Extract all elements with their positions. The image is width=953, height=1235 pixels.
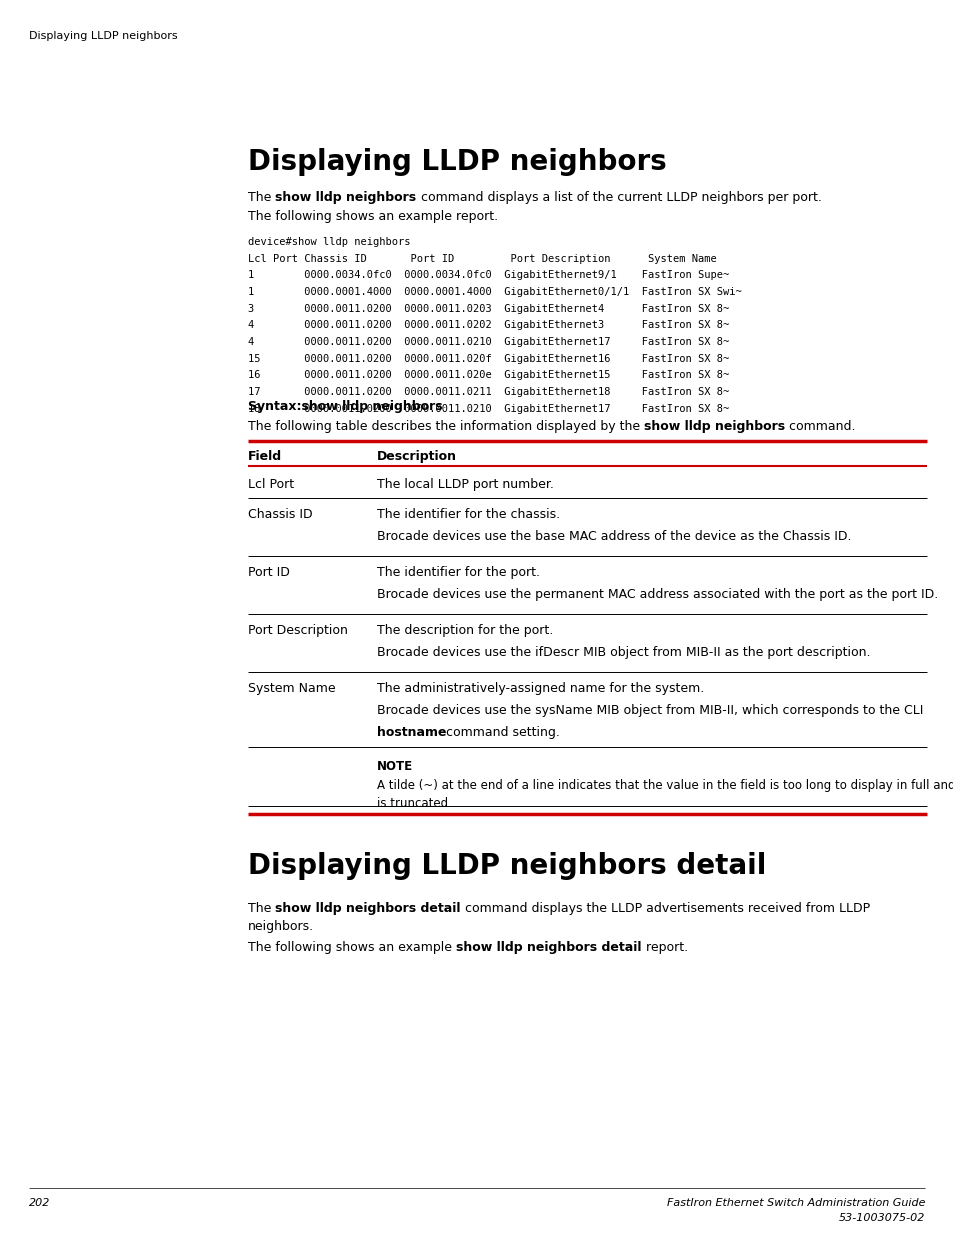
Text: Syntax:show lldp neighbors: Syntax:show lldp neighbors — [248, 400, 442, 414]
Text: 3        0000.0011.0200  0000.0011.0203  GigabitEthernet4      FastIron SX 8~: 3 0000.0011.0200 0000.0011.0203 GigabitE… — [248, 304, 728, 314]
Text: 1        0000.0034.0fc0  0000.0034.0fc0  GigabitEthernet9/1    FastIron Supe~: 1 0000.0034.0fc0 0000.0034.0fc0 GigabitE… — [248, 270, 728, 280]
Text: command displays a list of the current LLDP neighbors per port.: command displays a list of the current L… — [416, 191, 821, 205]
Text: Port ID: Port ID — [248, 566, 290, 579]
Text: Field: Field — [248, 450, 282, 463]
Text: report.: report. — [640, 941, 687, 955]
Text: 18       0000.0011.0200  0000.0011.0210  GigabitEthernet17     FastIron SX 8~: 18 0000.0011.0200 0000.0011.0210 Gigabit… — [248, 404, 728, 414]
Text: FastIron Ethernet Switch Administration Guide: FastIron Ethernet Switch Administration … — [666, 1198, 924, 1208]
Text: command.: command. — [784, 420, 855, 433]
Text: is truncated.: is truncated. — [376, 797, 451, 810]
Text: Brocade devices use the ifDescr MIB object from MIB-II as the port description.: Brocade devices use the ifDescr MIB obje… — [376, 646, 869, 659]
Text: The local LLDP port number.: The local LLDP port number. — [376, 478, 553, 492]
Text: NOTE: NOTE — [376, 760, 413, 773]
Text: Displaying LLDP neighbors detail: Displaying LLDP neighbors detail — [248, 852, 765, 881]
Text: Brocade devices use the base MAC address of the device as the Chassis ID.: Brocade devices use the base MAC address… — [376, 530, 850, 543]
Text: show lldp neighbors: show lldp neighbors — [643, 420, 784, 433]
Text: 53-1003075-02: 53-1003075-02 — [838, 1213, 924, 1223]
Text: The administratively-assigned name for the system.: The administratively-assigned name for t… — [376, 682, 703, 695]
Text: The: The — [248, 902, 275, 915]
Text: 4        0000.0011.0200  0000.0011.0210  GigabitEthernet17     FastIron SX 8~: 4 0000.0011.0200 0000.0011.0210 GigabitE… — [248, 337, 728, 347]
Text: The following shows an example: The following shows an example — [248, 941, 456, 955]
Text: Brocade devices use the sysName MIB object from MIB-II, which corresponds to the: Brocade devices use the sysName MIB obje… — [376, 704, 923, 718]
Text: neighbors.: neighbors. — [248, 920, 314, 934]
Text: 4        0000.0011.0200  0000.0011.0202  GigabitEthernet3      FastIron SX 8~: 4 0000.0011.0200 0000.0011.0202 GigabitE… — [248, 320, 728, 331]
Text: 202: 202 — [29, 1198, 50, 1208]
Text: Displaying LLDP neighbors: Displaying LLDP neighbors — [248, 148, 666, 177]
Text: The following shows an example report.: The following shows an example report. — [248, 210, 497, 224]
Text: hostname: hostname — [376, 726, 446, 740]
Text: command setting.: command setting. — [441, 726, 559, 740]
Text: Chassis ID: Chassis ID — [248, 508, 313, 521]
Text: The identifier for the chassis.: The identifier for the chassis. — [376, 508, 559, 521]
Text: Lcl Port Chassis ID       Port ID         Port Description      System Name: Lcl Port Chassis ID Port ID Port Descrip… — [248, 253, 716, 264]
Text: show lldp neighbors: show lldp neighbors — [275, 191, 416, 205]
Text: System Name: System Name — [248, 682, 335, 695]
Text: device#show lldp neighbors: device#show lldp neighbors — [248, 237, 410, 247]
Text: 16       0000.0011.0200  0000.0011.020e  GigabitEthernet15     FastIron SX 8~: 16 0000.0011.0200 0000.0011.020e Gigabit… — [248, 370, 728, 380]
Text: The description for the port.: The description for the port. — [376, 624, 553, 637]
Text: Lcl Port: Lcl Port — [248, 478, 294, 492]
Text: The following table describes the information displayed by the: The following table describes the inform… — [248, 420, 643, 433]
Text: Description: Description — [376, 450, 456, 463]
Text: The: The — [248, 191, 275, 205]
Text: A tilde (~) at the end of a line indicates that the value in the field is too lo: A tilde (~) at the end of a line indicat… — [376, 779, 953, 793]
Text: command displays the LLDP advertisements received from LLDP: command displays the LLDP advertisements… — [460, 902, 869, 915]
Text: Port Description: Port Description — [248, 624, 348, 637]
Text: 17       0000.0011.0200  0000.0011.0211  GigabitEthernet18     FastIron SX 8~: 17 0000.0011.0200 0000.0011.0211 Gigabit… — [248, 388, 728, 398]
Text: 15       0000.0011.0200  0000.0011.020f  GigabitEthernet16     FastIron SX 8~: 15 0000.0011.0200 0000.0011.020f Gigabit… — [248, 353, 728, 364]
Text: Displaying LLDP neighbors: Displaying LLDP neighbors — [29, 31, 177, 41]
Text: The identifier for the port.: The identifier for the port. — [376, 566, 539, 579]
Text: Brocade devices use the permanent MAC address associated with the port as the po: Brocade devices use the permanent MAC ad… — [376, 588, 937, 601]
Text: show lldp neighbors detail: show lldp neighbors detail — [456, 941, 640, 955]
Text: 1        0000.0001.4000  0000.0001.4000  GigabitEthernet0/1/1  FastIron SX Swi~: 1 0000.0001.4000 0000.0001.4000 GigabitE… — [248, 287, 741, 298]
Text: show lldp neighbors detail: show lldp neighbors detail — [275, 902, 460, 915]
